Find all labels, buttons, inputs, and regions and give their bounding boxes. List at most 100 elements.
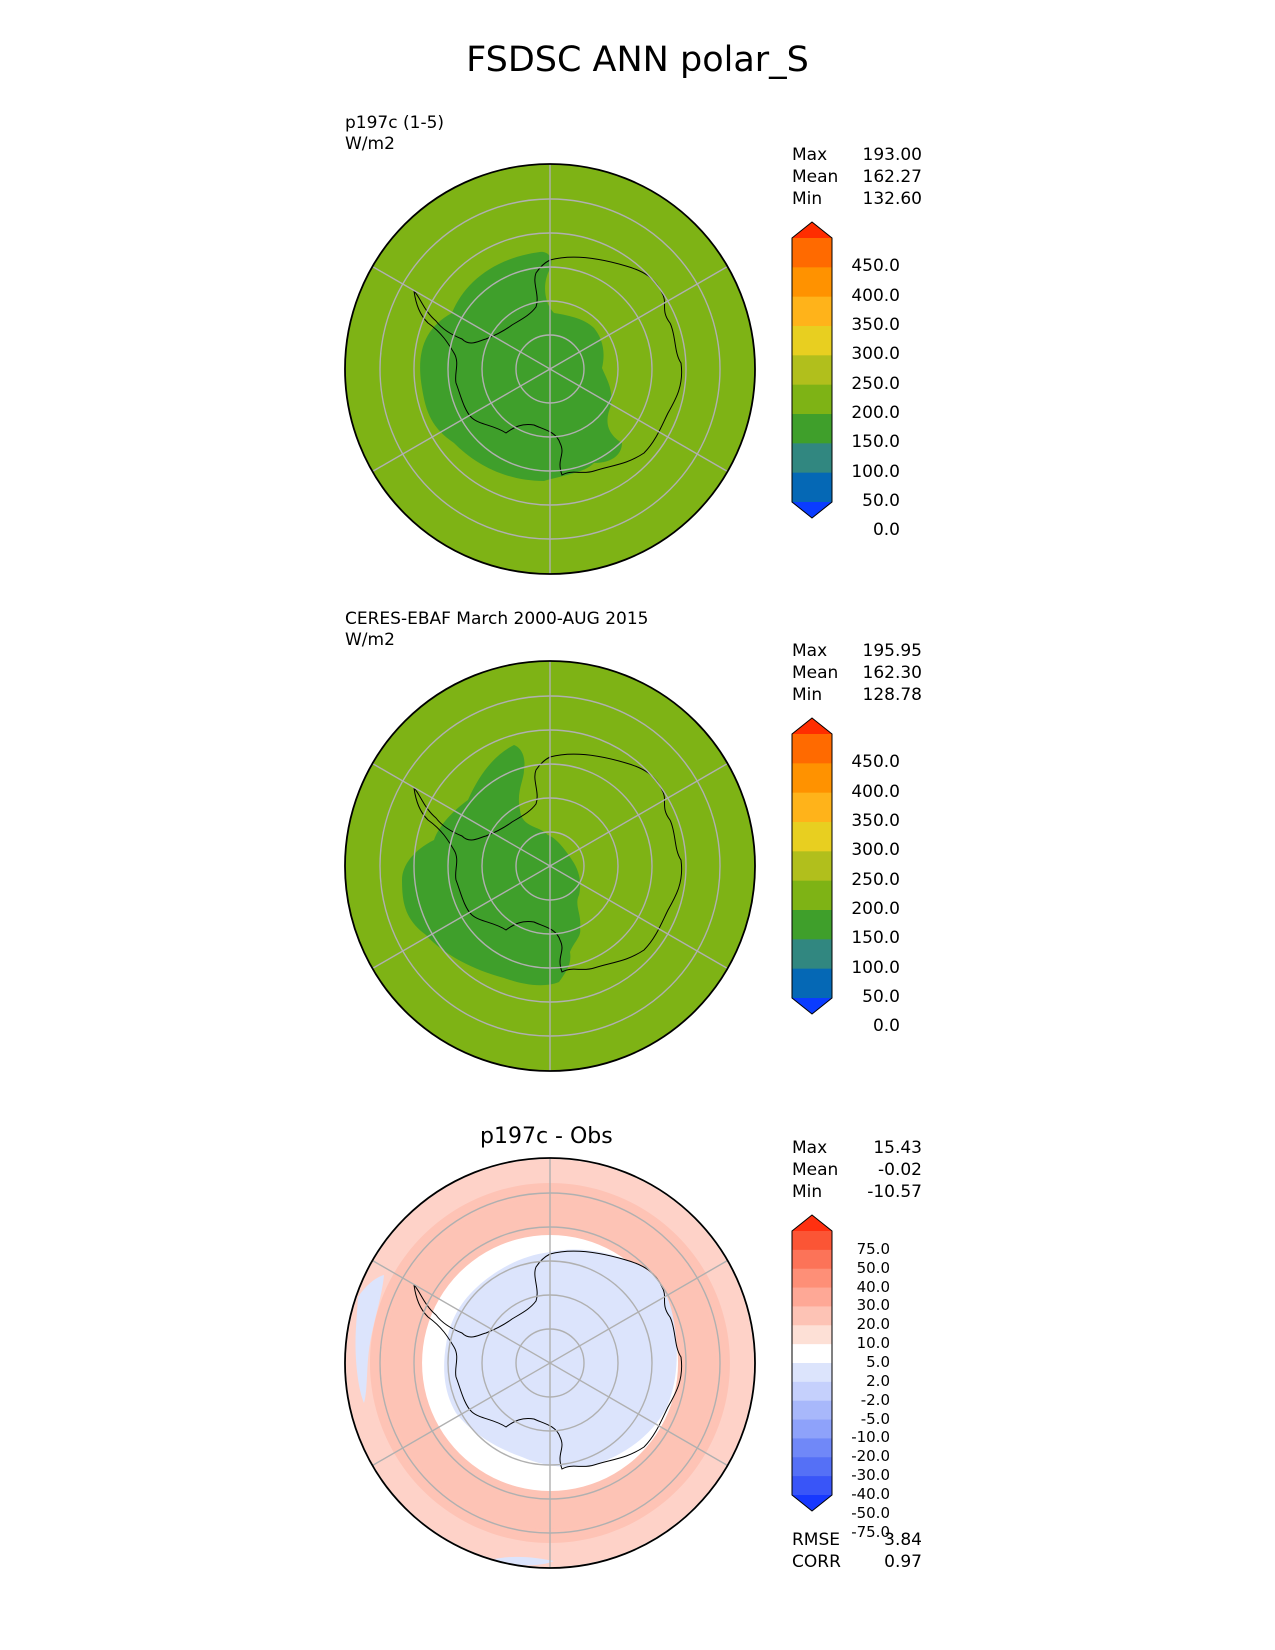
panel-ref-label: CERES-EBAF March 2000-AUG 2015 W/m2	[345, 609, 648, 651]
colorbar-tick-label: -75.0	[851, 1522, 890, 1541]
panel-ref-stats: Max 195.95 Mean 162.30 Min 128.78	[792, 640, 922, 706]
colorbar-band	[792, 822, 832, 852]
map-ref-boundary	[344, 660, 756, 1072]
map-test-boundary	[344, 163, 756, 575]
colorbar-band	[792, 502, 832, 518]
colorbar-band	[792, 1476, 832, 1496]
colorbar-diff	[791, 1214, 833, 1512]
colorbar-tick-label: 5.0	[866, 1353, 890, 1371]
colorbar-band	[792, 851, 832, 882]
colorbar-tick-label: -2.0	[860, 1390, 890, 1409]
colorbar-band	[792, 718, 832, 734]
colorbar-band	[792, 763, 832, 794]
colorbar-tick-label: 75.0	[856, 1239, 890, 1258]
metric-value: 3.84	[884, 1530, 922, 1550]
colorbar-tick-label: 30.0	[856, 1296, 890, 1315]
colorbar-tick-label: 200.0	[851, 899, 900, 919]
map-diff-coastline	[413, 1250, 683, 1470]
colorbar-tick-label: 0.0	[872, 1016, 900, 1037]
colorbar-tick-label: 200.0	[851, 403, 900, 423]
colorbar-outline	[791, 717, 833, 1015]
colorbar-tick-label: -5.0	[860, 1409, 890, 1428]
colorbar-test	[791, 221, 833, 519]
colorbar-band	[792, 384, 832, 415]
colorbar-band	[792, 939, 832, 970]
colorbar-band	[792, 472, 832, 503]
map-ref-graticule	[371, 661, 729, 1071]
stat-value: 195.95	[862, 641, 922, 661]
colorbar-tick-label: 250.0	[851, 869, 900, 890]
stat-label: Min	[792, 189, 823, 209]
colorbar-tick-label: 150.0	[851, 432, 900, 453]
colorbar-band	[792, 1344, 832, 1364]
colorbar-tick-label: 100.0	[851, 957, 900, 978]
panel-diff-title: p197c - Obs	[480, 1124, 613, 1149]
colorbar-tick-label: -40.0	[851, 1485, 890, 1503]
stat-label: Max	[792, 641, 828, 661]
colorbar-band	[792, 222, 832, 238]
colorbar-band	[792, 238, 832, 268]
colorbar-tick-label: 40.0	[856, 1277, 890, 1296]
colorbar-tick-label: 300.0	[851, 840, 900, 861]
panel-ref-dataset-name: CERES-EBAF March 2000-AUG 2015	[345, 609, 649, 629]
colorbar-tick-label: -10.0	[851, 1428, 890, 1447]
map-diff-negative-interior	[444, 1249, 677, 1467]
colorbar-band	[792, 414, 832, 444]
colorbar-tick-label: 50.0	[862, 987, 900, 1007]
colorbar-tick-label: 250.0	[851, 373, 900, 394]
map-diff-boundary	[344, 1157, 756, 1569]
colorbar-tick-label: 400.0	[851, 285, 900, 306]
map-diff-graticule	[371, 1158, 729, 1568]
colorbar-band	[792, 1457, 832, 1477]
colorbar-tick-label: 350.0	[851, 811, 900, 831]
stat-value: 162.27	[862, 167, 922, 187]
colorbar-band	[792, 1363, 832, 1383]
panel-test-case-name: p197c (1-5)	[345, 113, 445, 133]
stat-label: Mean	[792, 1160, 839, 1180]
colorbar-tick-label: -50.0	[851, 1503, 890, 1522]
panel-ref-units: W/m2	[345, 630, 395, 650]
stat-label: Mean	[792, 663, 839, 683]
stat-value: 132.60	[862, 189, 922, 209]
panel-test-polar-map	[344, 163, 756, 575]
colorbar-outline	[791, 1214, 833, 1512]
map-test-coastline	[413, 256, 683, 476]
colorbar-tick-label: 450.0	[851, 256, 900, 277]
panel-test-stats: Max 193.00 Mean 162.27 Min 132.60	[792, 144, 922, 210]
colorbar-band	[792, 267, 832, 298]
stat-value: 128.78	[862, 685, 922, 705]
map-diff-negative-west	[355, 1275, 384, 1403]
metric-value: 0.97	[884, 1552, 922, 1572]
figure-title: FSDSC ANN polar_S	[466, 40, 809, 80]
panel-diff-stats: Max 15.43 Mean -0.02 Min -10.57	[792, 1137, 922, 1203]
stat-value: 162.30	[862, 663, 922, 683]
colorbar-band	[792, 1325, 832, 1345]
colorbar-outline	[791, 221, 833, 519]
colorbar-tick-label: 100.0	[851, 461, 900, 482]
colorbar-band	[792, 998, 832, 1014]
metric-label: CORR	[792, 1552, 841, 1572]
colorbar-band	[792, 1306, 832, 1326]
colorbar-ref	[791, 717, 833, 1015]
colorbar-band	[792, 1438, 832, 1458]
stat-label: Min	[792, 685, 823, 705]
colorbar-band	[792, 968, 832, 999]
colorbar-band	[792, 792, 832, 823]
stat-label: Min	[792, 1182, 823, 1202]
colorbar-band	[792, 296, 832, 327]
colorbar-band	[792, 910, 832, 940]
colorbar-tick-label: 2.0	[866, 1371, 890, 1390]
panel-diff-polar-map	[344, 1157, 756, 1569]
colorbar-tick-label: 150.0	[851, 928, 900, 949]
colorbar-band	[792, 326, 832, 356]
stat-value: 193.00	[862, 145, 922, 165]
panel-ref-polar-map	[344, 660, 756, 1072]
colorbar-tick-label: 20.0	[856, 1315, 890, 1334]
colorbar-band	[792, 1268, 832, 1289]
map-test-inner-field	[420, 251, 622, 481]
colorbar-band	[792, 1495, 832, 1511]
colorbar-tick-label: 450.0	[851, 752, 900, 773]
colorbar-band	[792, 1381, 832, 1402]
colorbar-band	[792, 1400, 832, 1421]
metric-label: RMSE	[792, 1530, 841, 1550]
